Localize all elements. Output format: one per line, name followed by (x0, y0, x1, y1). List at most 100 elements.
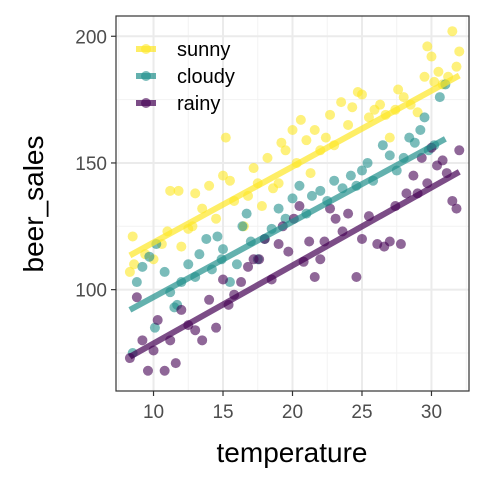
series-points-cloudy (127, 79, 451, 358)
legend-key-point (141, 98, 151, 108)
data-point-sunny (256, 201, 267, 212)
data-point-cloudy (144, 251, 155, 262)
data-point-rainy (159, 365, 170, 376)
data-point-cloudy (306, 190, 317, 201)
data-point-rainy (176, 304, 187, 315)
data-point-sunny (356, 89, 367, 100)
legend-label-rainy: rainy (177, 93, 220, 115)
data-point-cloudy (415, 125, 426, 136)
data-point-cloudy (419, 112, 430, 123)
y-tick-label: 100 (75, 281, 107, 302)
data-point-cloudy (329, 175, 340, 186)
legend-item-sunny: sunny (136, 39, 230, 61)
data-point-cloudy (231, 259, 242, 270)
data-point-rainy (170, 358, 181, 369)
data-point-cloudy (345, 170, 356, 181)
data-point-rainy (437, 155, 448, 166)
data-point-rainy (254, 254, 265, 265)
data-point-sunny (305, 168, 316, 179)
data-point-rainy (384, 236, 395, 247)
x-tick-label: 30 (421, 402, 442, 423)
data-point-sunny (280, 145, 291, 156)
data-point-cloudy (218, 244, 229, 255)
data-point-sunny (363, 112, 374, 123)
data-point-sunny (220, 132, 231, 143)
data-point-sunny (273, 178, 284, 189)
data-point-sunny (433, 66, 444, 77)
data-point-sunny (176, 241, 187, 252)
y-axis-title: beer_sales (18, 136, 49, 273)
data-point-rainy (451, 203, 462, 214)
data-point-rainy (236, 277, 247, 288)
legend-item-rainy: rainy (136, 93, 220, 115)
data-point-rainy (137, 335, 148, 346)
data-point-sunny (419, 71, 430, 82)
trend-line-cloudy (128, 136, 447, 313)
x-axis-title: temperature (217, 437, 368, 468)
data-point-sunny (127, 231, 138, 242)
data-point-sunny (211, 213, 222, 224)
data-point-rainy (283, 246, 294, 257)
legend-label-sunny: sunny (177, 39, 230, 61)
trend-lines (128, 72, 461, 360)
trend-line-rainy (128, 169, 461, 360)
data-point-sunny (451, 61, 462, 72)
y-tick-label: 200 (75, 27, 107, 48)
data-point-rainy (204, 294, 215, 305)
trend-line-sunny (128, 72, 461, 259)
data-point-sunny (320, 132, 331, 143)
data-point-rainy (401, 188, 412, 199)
data-point-rainy (309, 271, 320, 282)
data-point-cloudy (377, 140, 388, 151)
data-point-sunny (276, 137, 287, 148)
data-point-sunny (165, 185, 176, 196)
data-point-rainy (330, 213, 341, 224)
data-point-cloudy (237, 221, 248, 232)
data-point-cloudy (131, 277, 142, 288)
data-point-sunny (325, 109, 336, 120)
data-point-rainy (304, 236, 315, 247)
data-point-cloudy (137, 261, 148, 272)
data-point-cloudy (315, 185, 326, 196)
data-point-sunny (224, 175, 235, 186)
data-point-rainy (211, 322, 222, 333)
data-point-rainy (315, 254, 326, 265)
data-point-rainy (190, 325, 201, 336)
data-point-rainy (454, 145, 465, 156)
y-tick-label: 150 (75, 154, 107, 175)
data-point-cloudy (294, 180, 305, 191)
x-tick-label: 25 (351, 402, 372, 423)
data-point-cloudy (241, 208, 252, 219)
data-point-cloudy (409, 137, 420, 148)
data-point-sunny (384, 132, 395, 143)
data-point-sunny (124, 266, 135, 277)
data-point-sunny (412, 107, 423, 118)
data-point-rainy (131, 292, 142, 303)
data-point-rainy (356, 233, 367, 244)
data-point-rainy (152, 315, 163, 326)
data-point-sunny (447, 26, 458, 37)
data-point-cloudy (287, 193, 298, 204)
data-point-rainy (142, 365, 153, 376)
data-point-sunny (309, 125, 320, 136)
data-point-cloudy (183, 259, 194, 270)
data-point-cloudy (201, 233, 212, 244)
data-point-sunny (218, 170, 229, 181)
data-point-rainy (351, 271, 362, 282)
data-point-sunny (454, 46, 465, 57)
legend-key-point (141, 44, 151, 54)
data-point-cloudy (434, 92, 445, 103)
data-point-cloudy (384, 150, 395, 161)
legend-label-cloudy: cloudy (177, 66, 235, 88)
data-point-cloudy (149, 322, 160, 333)
data-point-cloudy (159, 266, 170, 277)
data-point-sunny (204, 180, 215, 191)
data-point-sunny (347, 102, 358, 113)
data-point-rainy (243, 261, 254, 272)
data-point-rainy (343, 208, 354, 219)
data-point-sunny (426, 51, 437, 62)
data-point-rainy (294, 201, 305, 212)
data-point-cloudy (356, 165, 367, 176)
